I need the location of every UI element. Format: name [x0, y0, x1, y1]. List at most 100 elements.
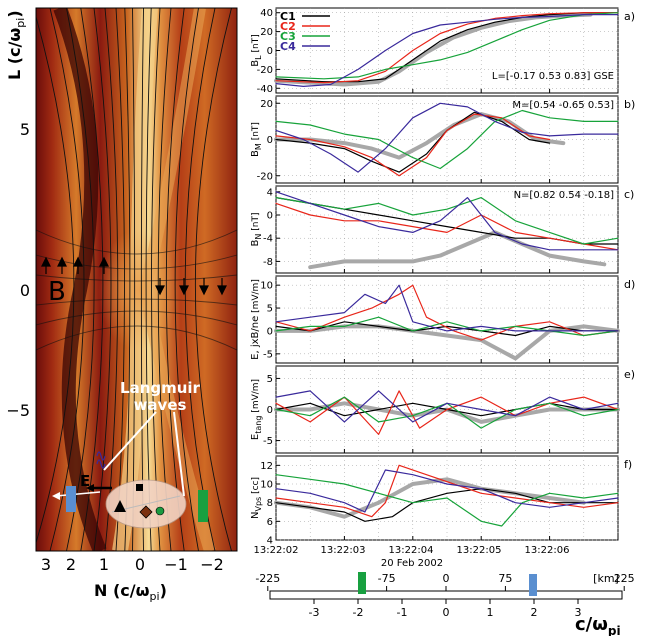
- panel-letter: c): [624, 188, 634, 201]
- field-line: [66, 8, 95, 551]
- norm-tick-label: 1: [487, 606, 494, 619]
- panel-ylabel: E, jxB/ne [mV/m]: [250, 279, 261, 360]
- separatrix-line: [36, 310, 237, 326]
- series-line-c3: [275, 12, 619, 80]
- series-line-model: [274, 477, 586, 519]
- km-tick-label: -225: [255, 572, 280, 585]
- field-line: [145, 8, 152, 551]
- field-line: [157, 8, 172, 551]
- map-frame: [35, 7, 238, 552]
- map-ylabel: L (c/ωpi): [5, 10, 27, 80]
- ytick-label: -8: [263, 257, 273, 268]
- series-line-c1: [275, 488, 619, 522]
- norm-label: c/ωpi: [575, 614, 621, 636]
- series-line-c3: [275, 109, 619, 170]
- panel-annotation: N=[0.82 0.54 -0.18]: [514, 190, 615, 201]
- panel-letter: a): [624, 10, 635, 23]
- ytick-label: 40: [260, 8, 273, 19]
- panel-annotation: M=[0.54 -0.65 0.53]: [512, 100, 614, 111]
- km-tick-label: 75: [498, 572, 512, 585]
- panel-ylabel: NVps [cc]: [250, 477, 263, 519]
- series-line-c3: [275, 197, 619, 245]
- km-tick-label: 225: [614, 572, 635, 585]
- legend-label-c1: C1: [280, 10, 296, 23]
- map-ytick-5: 5: [20, 120, 30, 139]
- panel-e: 5 0 -5 e) Etang [mV/m]: [250, 365, 635, 454]
- time-axis: 13:22:02 13:22:03 13:22:04 13:22:05 13:2…: [254, 545, 570, 569]
- date-label: 20 Feb 2002: [381, 558, 443, 569]
- panel-a: 40 20 0 -20 -40 a) L=[-0.17 0.53 0.83] GSE BL […: [250, 7, 635, 95]
- panel-ylabel: BN [nT]: [250, 213, 263, 247]
- legend-label-c2: C2: [280, 20, 296, 33]
- waves-label: waves: [134, 396, 187, 414]
- panel-letter: f): [624, 458, 632, 471]
- ytick-label: -20: [257, 65, 273, 76]
- series-line-model: [274, 112, 566, 160]
- map-xlabel: N (c/ωpi): [94, 581, 167, 603]
- ytick-label: 10: [260, 480, 273, 491]
- spacecraft-c2-marker: [139, 505, 153, 519]
- ytick-label: 0: [267, 211, 273, 222]
- ytick-label: 0: [267, 46, 273, 57]
- series-line-c2: [275, 12, 619, 84]
- green-marker: [198, 490, 208, 522]
- norm-tick-label: -1: [397, 606, 408, 619]
- field-line: [184, 8, 216, 551]
- blue-marker: [66, 486, 76, 512]
- series-line-c4: [275, 102, 619, 173]
- km-ticks: -225 -75 0 75 225: [255, 572, 635, 591]
- field-line: [151, 8, 161, 551]
- e-field-label: E: [80, 472, 90, 490]
- map-xtick-neg1: −1: [164, 555, 188, 574]
- e-vector-head: [86, 484, 94, 492]
- ytick-label: 4: [267, 536, 273, 547]
- panel-ylabel: Etang [mV/m]: [250, 379, 263, 440]
- scale-bar: [269, 590, 623, 600]
- panel-f: 12 10 8 6 4 f) NVps [cc]: [250, 455, 632, 547]
- map-xtick-2: 2: [66, 555, 76, 574]
- field-line: [49, 8, 85, 551]
- panel-letter: d): [624, 278, 635, 291]
- field-line: [132, 8, 136, 551]
- ytick-label: 8: [267, 498, 273, 509]
- time-tick-3: 13:22:05: [457, 545, 502, 556]
- spacecraft-region: E: [52, 451, 208, 529]
- langmuir-label: Langmuir: [120, 379, 201, 397]
- ytick-label: 12: [260, 461, 273, 472]
- time-tick-2: 13:22:04: [389, 545, 434, 556]
- time-tick-1: 13:22:03: [321, 545, 366, 556]
- panel-letter: e): [624, 368, 635, 381]
- arrow-down-4: [217, 278, 227, 296]
- field-map: B E Langmuir waves 5 0 −5 L (c/: [5, 7, 238, 603]
- field-line: [36, 15, 75, 545]
- series-line-c3: [275, 474, 619, 527]
- spacecraft-c1-marker: [136, 484, 143, 491]
- ytick-label: 5: [267, 304, 273, 315]
- ytick-label: 20: [260, 99, 273, 110]
- field-line: [115, 8, 125, 551]
- white-arrow-head: [52, 492, 60, 500]
- map-ytick-0: 0: [20, 281, 30, 300]
- scale-blue-marker: [529, 574, 537, 596]
- legend-label-c3: C3: [280, 30, 296, 43]
- scale-green-marker: [358, 572, 366, 594]
- ytick-label: 5: [267, 374, 273, 385]
- map-xtick-3: 3: [41, 555, 51, 574]
- separatrix-line: [36, 325, 237, 351]
- map-ytick-neg5: −5: [6, 401, 30, 420]
- arrow-up-4: [99, 256, 109, 274]
- white-arrow: [55, 491, 101, 497]
- ytick-label: -20: [257, 171, 273, 182]
- panel-ylabel: BM [nT]: [250, 122, 263, 157]
- ytick-label: -4: [263, 234, 273, 245]
- series-line-model: [274, 324, 620, 361]
- time-tick-0: 13:22:02: [254, 545, 299, 556]
- field-line: [104, 8, 119, 551]
- panel-b: 20 0 -20 b) M=[0.54 -0.65 0.53] BM [nT]: [250, 95, 635, 184]
- series-line-c2: [275, 464, 619, 518]
- series-line-c4: [275, 191, 619, 251]
- field-line: [165, 8, 185, 551]
